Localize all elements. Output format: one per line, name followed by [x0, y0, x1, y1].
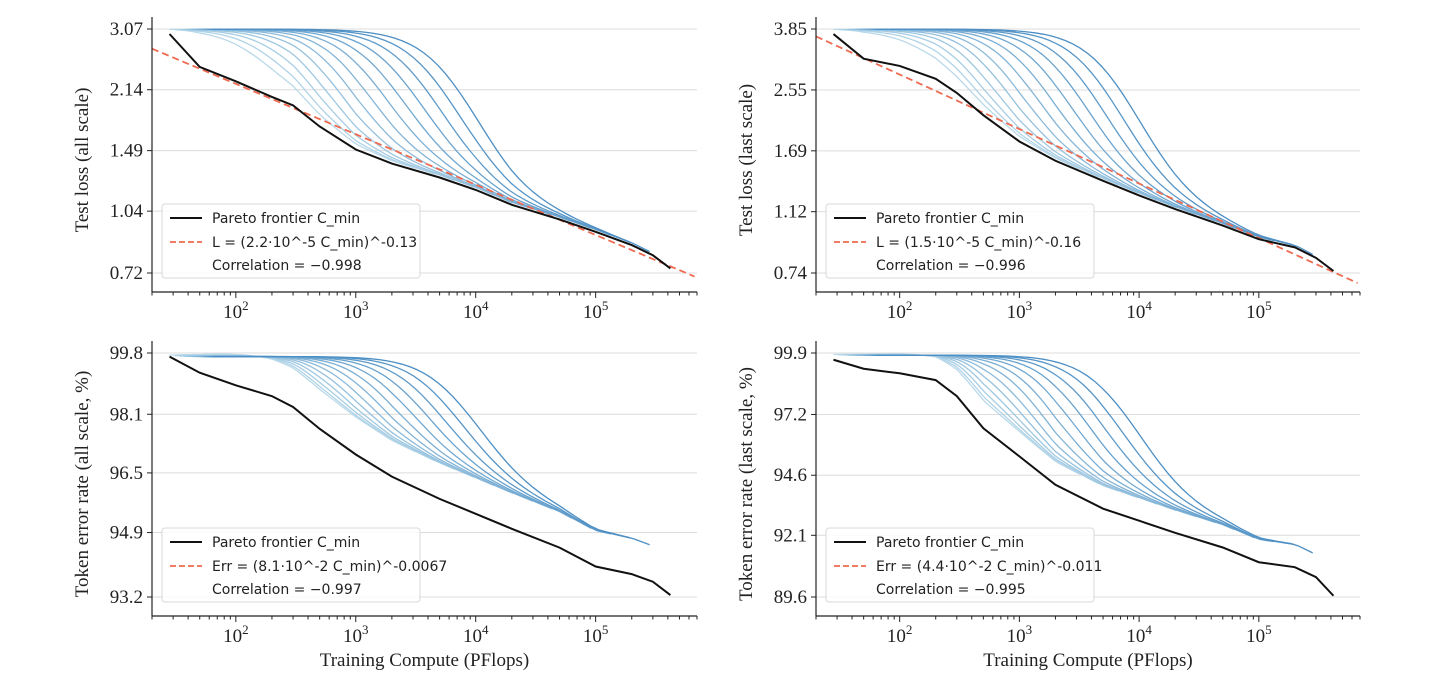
legend: Pareto frontier C_min L = (2.2·10^-5 C_mi…	[161, 203, 421, 279]
training-run-line	[184, 28, 475, 188]
panel-top-left: 3.07 2.14 1.49 1.04 0.72 102 103 104 105 Test los…	[72, 17, 698, 323]
y-tick-label: 3.07	[110, 19, 143, 40]
y-tick-label: 1.69	[774, 141, 807, 162]
pareto-frontier-line	[169, 355, 671, 596]
y-tick-label: 2.55	[774, 80, 807, 101]
y-tick-label: 0.72	[110, 263, 143, 284]
legend-entry-correlation: Correlation = −0.998	[212, 258, 362, 274]
training-run-line	[174, 28, 436, 175]
x-tick-label: 104	[463, 298, 489, 323]
y-axis-label: Token error rate (last scale, %)	[736, 367, 757, 601]
training-run-line	[876, 354, 1313, 554]
training-run-line	[179, 355, 455, 470]
legend-entry-correlation: Correlation = −0.995	[876, 582, 1026, 598]
y-tick-label: 94.9	[110, 523, 143, 544]
y-tick-label: 96.5	[110, 463, 143, 484]
training-run-line	[195, 355, 533, 502]
fit-line	[152, 47, 695, 278]
y-tick-label: 99.8	[110, 343, 143, 364]
pareto-frontier-line	[832, 33, 1335, 272]
legend-entry-frontier: Pareto frontier C_min	[212, 535, 360, 551]
y-tick-label: 2.14	[110, 80, 144, 101]
training-run-line	[847, 28, 1138, 194]
y-axis-label: Test loss (last scale)	[736, 84, 757, 236]
panel-bottom-right: 99.9 97.2 94.6 92.1 89.6 102 103 104 105 Token er…	[736, 341, 1361, 671]
legend-entry-fit: L = (2.2·10^-5 C_min)^-0.13	[212, 235, 417, 251]
legend-entry-fit: Err = (8.1·10^-2 C_min)^-0.0067	[212, 559, 447, 575]
y-tick-label: 3.85	[774, 19, 807, 40]
y-tick-label: 0.74	[774, 263, 808, 284]
x-tick-label: 105	[1246, 298, 1272, 323]
x-tick-label: 104	[1126, 622, 1152, 647]
x-tick-label: 102	[223, 622, 249, 647]
training-run-line	[833, 28, 1080, 170]
legend-box	[161, 527, 421, 603]
legend-entry-correlation: Correlation = −0.996	[876, 258, 1026, 274]
panel-top-right: 3.85 2.55 1.69 1.12 0.74 102 103 104 105 Test los…	[736, 17, 1361, 323]
x-tick-label: 103	[343, 622, 369, 647]
training-run-line	[188, 28, 494, 196]
legend-box	[825, 527, 1095, 603]
x-tick-label: 105	[583, 298, 609, 323]
x-tick-label: 105	[1246, 622, 1272, 647]
legend-entry-frontier: Pareto frontier C_min	[212, 211, 360, 227]
training-run-line	[212, 28, 650, 253]
legend: Pareto frontier C_min Err = (8.1·10^-2 C_…	[161, 527, 447, 603]
x-tick-label: 104	[1126, 298, 1152, 323]
training-run-line	[862, 28, 1216, 222]
training-run-line	[871, 354, 1274, 543]
y-tick-label: 98.1	[110, 404, 143, 425]
legend-entry-fit: L = (1.5·10^-5 C_min)^-0.16	[876, 235, 1081, 251]
legend-entry-fit: Err = (4.4·10^-2 C_min)^-0.011	[876, 559, 1102, 575]
legend-entry-frontier: Pareto frontier C_min	[876, 211, 1024, 227]
legend-box	[825, 203, 1095, 279]
training-run-line	[868, 354, 1255, 539]
legend: Pareto frontier C_min L = (1.5·10^-5 C_mi…	[825, 203, 1095, 279]
training-run-line	[191, 28, 514, 204]
training-run-line	[198, 28, 553, 216]
y-tick-label: 99.9	[774, 343, 807, 364]
training-run-line	[876, 28, 1313, 255]
x-tick-label: 102	[887, 622, 913, 647]
y-axis-label: Token error rate (all scale, %)	[72, 371, 93, 598]
y-tick-label: 1.12	[774, 202, 807, 223]
x-tick-label: 102	[223, 298, 249, 323]
x-tick-label: 104	[463, 622, 489, 647]
x-tick-label: 103	[343, 298, 369, 323]
training-run-line	[212, 355, 650, 546]
training-run-line	[169, 28, 416, 169]
pareto-frontier-line	[833, 358, 1335, 597]
legend: Pareto frontier C_min Err = (4.4·10^-2 C_…	[825, 527, 1102, 603]
training-run-line	[859, 28, 1197, 215]
training-run-line	[179, 28, 455, 182]
y-tick-label: 89.6	[774, 587, 807, 608]
training-run-line	[169, 353, 417, 453]
legend-box	[161, 203, 421, 279]
panel-bottom-left: 99.8 98.1 96.5 94.9 93.2 102 103 104 105 Token er…	[72, 341, 698, 671]
x-tick-label: 103	[1007, 622, 1033, 647]
x-axis-label: Training Compute (PFlops)	[983, 650, 1192, 671]
y-tick-label: 97.2	[774, 404, 807, 425]
y-axis-label: Test loss (all scale)	[72, 88, 93, 233]
y-tick-label: 93.2	[110, 587, 143, 608]
x-tick-label: 105	[583, 622, 609, 647]
training-run-line	[833, 353, 1080, 475]
y-tick-label: 1.04	[110, 201, 144, 222]
y-tick-label: 94.6	[774, 465, 807, 486]
training-run-line	[873, 354, 1294, 545]
y-tick-label: 92.1	[774, 525, 807, 546]
training-run-line	[865, 28, 1236, 229]
pareto-frontier-line	[168, 33, 671, 270]
x-tick-label: 103	[1007, 298, 1033, 323]
legend-entry-correlation: Correlation = −0.997	[212, 582, 362, 598]
training-run-line	[843, 28, 1119, 186]
legend-entry-frontier: Pareto frontier C_min	[876, 535, 1024, 551]
x-axis-label: Training Compute (PFlops)	[320, 650, 529, 671]
x-tick-label: 102	[887, 298, 913, 323]
y-tick-label: 1.49	[110, 141, 143, 162]
training-run-line	[838, 28, 1099, 178]
